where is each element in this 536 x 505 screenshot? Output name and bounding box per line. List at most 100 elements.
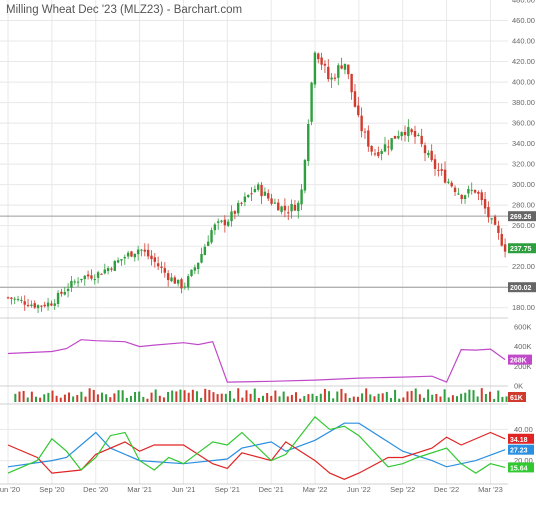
x-tick-label: Jun '21 — [171, 485, 195, 494]
volume-bar — [476, 396, 479, 402]
volume-bar — [80, 391, 83, 402]
candle-body — [257, 184, 260, 190]
volume-bar — [262, 395, 265, 402]
volume-bar — [290, 394, 293, 402]
candle-body — [70, 280, 73, 288]
volume-bar — [369, 394, 372, 402]
y-tick-label: 260.00 — [512, 221, 535, 230]
volume-series — [14, 388, 508, 402]
y-tick-label: 440.00 — [512, 37, 535, 46]
candle-body — [143, 249, 147, 252]
volume-bar — [150, 392, 153, 402]
candle-body — [470, 189, 473, 191]
volume-bar — [175, 391, 178, 402]
candle-body — [283, 205, 287, 211]
volume-bar — [373, 396, 376, 402]
volume-bar — [43, 394, 46, 402]
candle-body — [307, 123, 310, 162]
candle-body — [183, 286, 187, 288]
candle-body — [153, 257, 157, 262]
candle-body — [367, 130, 370, 147]
volume-bar — [179, 389, 182, 402]
chart-title: Milling Wheat Dec '23 (MLZ23) - Barchart… — [6, 4, 243, 16]
candle-body — [130, 251, 133, 257]
candle-body — [493, 216, 497, 225]
volume-bar — [472, 390, 475, 402]
volume-bar — [406, 391, 409, 402]
volume-bar — [55, 395, 58, 402]
candle-body — [267, 193, 270, 199]
osc-label-bg — [508, 462, 534, 473]
candle-body — [330, 77, 333, 80]
candle-body — [357, 105, 360, 116]
volume-last-label: 61K — [510, 395, 523, 402]
open-interest-line — [7, 339, 506, 383]
volume-bar — [381, 393, 384, 402]
candle-body — [290, 204, 293, 212]
candle-body — [453, 187, 457, 192]
osc-label-bg — [508, 433, 534, 444]
volume-bar — [117, 390, 120, 402]
volume-bar — [431, 394, 434, 402]
candle-body — [473, 189, 477, 193]
candle-body — [216, 221, 220, 223]
x-tick-label: Sep '22 — [390, 485, 415, 494]
volume-bar — [113, 393, 116, 402]
y-tick-label: 400.00 — [512, 78, 535, 87]
x-tick-label: Mar '22 — [303, 485, 328, 494]
candle-body — [293, 204, 297, 211]
candle-body — [243, 196, 247, 203]
candle-body — [490, 218, 493, 220]
candle-body — [363, 131, 367, 133]
volume-bar — [315, 395, 318, 402]
volume-bar — [30, 391, 33, 402]
candle-body — [343, 63, 347, 70]
candle-body — [447, 181, 450, 183]
volume-bar — [493, 398, 496, 402]
volume-bar — [191, 389, 194, 402]
candle-body — [240, 202, 243, 204]
candle-body — [483, 199, 487, 209]
candle-body — [86, 274, 90, 277]
candle-body — [310, 82, 313, 122]
volume-bar — [245, 390, 248, 402]
volume-bar — [72, 396, 75, 402]
candle-body — [100, 273, 103, 275]
volume-bar — [92, 389, 95, 402]
candle-body — [23, 301, 26, 305]
volume-bar — [96, 394, 99, 402]
x-tick-label: Mar '23 — [478, 485, 503, 494]
candle-body — [340, 65, 343, 69]
candle-body — [247, 194, 250, 198]
candle-body — [223, 219, 227, 226]
candle-body — [90, 275, 93, 279]
candle-body — [150, 255, 153, 260]
candle-body — [133, 253, 137, 258]
candle-body — [480, 192, 483, 201]
volume-bar — [427, 389, 430, 402]
candle-body — [237, 203, 240, 214]
candle-body — [210, 230, 213, 243]
candle-body — [73, 281, 76, 283]
candle-body — [463, 195, 467, 200]
candle-body — [196, 262, 200, 270]
volume-bar — [295, 392, 298, 402]
candle-body — [96, 272, 100, 278]
candle-body — [500, 234, 503, 246]
x-tick-label: Jun '22 — [347, 485, 371, 494]
volume-bar — [121, 390, 124, 402]
x-tick-label: Jun '20 — [0, 485, 20, 494]
y-tick-label: 280.00 — [512, 201, 535, 210]
candle-body — [297, 202, 300, 212]
oi-label-bg — [508, 354, 532, 365]
candle-body — [430, 150, 433, 161]
reference-label: 269.26 — [510, 214, 532, 221]
volume-bar — [418, 394, 421, 402]
candle-body — [113, 261, 116, 271]
volume-bar — [233, 398, 236, 402]
volume-bar — [307, 394, 310, 402]
y-tick-label: 180.00 — [512, 303, 535, 312]
volume-bar — [146, 398, 149, 402]
candle-body — [393, 135, 397, 139]
candle-body — [40, 305, 43, 307]
